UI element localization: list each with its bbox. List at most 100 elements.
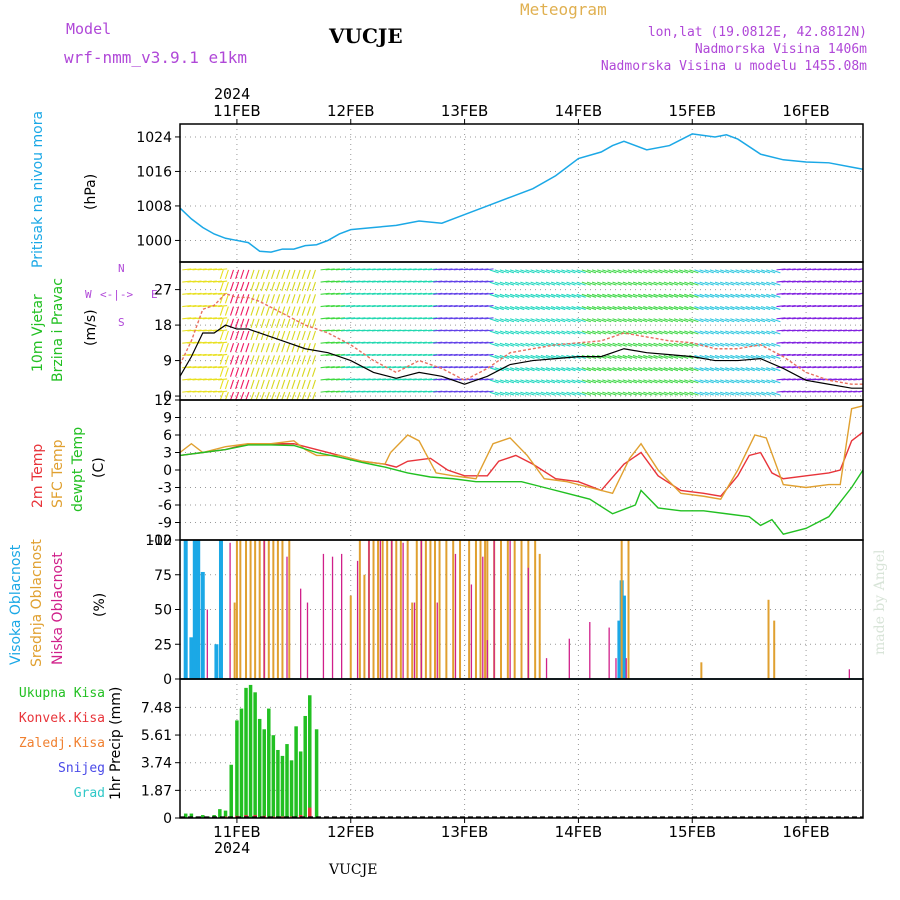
wind-barb [509,391,520,396]
wind-barb [325,390,335,393]
wind-barb [673,281,684,286]
wind-barb [684,269,694,274]
wind-barb [643,293,653,298]
wind-barb [474,268,484,271]
precip-total-bar [229,764,233,818]
wind-barb [740,342,750,347]
wind-barb [422,292,433,295]
wind-barb [760,306,771,311]
wind-barb [709,367,720,372]
y-tick-label: 5.61 [141,728,172,744]
wind-barb [417,353,427,356]
wind-barb [356,341,366,344]
wind-barb [843,329,853,332]
cloud-mid-bar [468,540,471,679]
wind-barb [428,317,438,320]
wind-barb [550,391,561,396]
wind-barb [638,318,648,323]
wind-barb [745,318,755,323]
wind-barb [781,366,791,369]
wind-barb [653,367,663,372]
wind-barb [235,306,240,316]
wind-barb [817,280,827,283]
wind-barb [663,367,673,372]
wind-barb [260,379,265,390]
wind-barb [320,268,330,271]
wind-barb [474,292,484,295]
wind-barb [766,318,776,323]
wind-barb [306,367,311,377]
wind-barb [392,317,402,320]
wind-barb [714,281,725,286]
wind-barb [218,305,228,308]
wind-barb [597,293,607,298]
wind-barb [550,281,561,286]
wind-barb [668,269,679,274]
y-tick-label: 27 [154,283,172,299]
wind-barb [530,281,540,286]
cloud-mid-bar [627,540,630,679]
wind-barb [463,378,474,381]
wind-barb [371,292,381,295]
wind-barb [740,269,750,274]
wind-barb [361,390,371,393]
wind-barb [499,342,510,347]
wind-barb [832,305,842,308]
wind-barb [802,317,812,320]
wind-barb [653,354,663,359]
wind-barb [719,269,730,274]
wind-barb [622,318,632,323]
wind-barb [351,366,361,369]
wind-barb [428,378,438,381]
wind-barb [653,269,663,274]
wind-barb [632,379,643,384]
wind-barb [224,367,229,377]
wind-barb [750,306,761,311]
cloud-low-bar [229,542,231,679]
wind-barb [422,341,433,344]
wind-barb [219,343,224,353]
wind-barb [235,379,240,390]
wind-barb [591,293,602,298]
wind-barb [550,379,561,384]
cloud-low-bar [368,540,370,679]
wind-barb [827,353,837,356]
wind-barb [740,281,750,286]
wind-barb [504,293,515,298]
wind-barb [240,281,245,292]
wind-barb [296,294,301,304]
precip-total-bar [294,726,298,818]
wind-barb [376,341,386,344]
wind-barb [668,318,679,323]
wind-barb [381,341,392,344]
wind-barb [219,391,224,401]
wind-barb [361,317,371,320]
wind-barb [381,317,392,320]
wind-barb [341,329,351,332]
compass-e: E [151,288,158,301]
wind-barb [291,281,296,292]
wind-barb [535,330,545,335]
wind-barb [351,378,361,381]
wind-barb [791,329,801,332]
wind-barb [286,306,291,316]
wind-barb [235,294,240,304]
wind-barb [187,378,197,381]
wind-barb [212,317,223,320]
wind-barb [786,378,796,381]
wind-barb [245,355,250,365]
wind-barb [730,269,740,274]
wind-barb [245,318,250,328]
precip-total-bar [189,813,194,818]
wind-barb [397,292,407,295]
wind-barb [586,281,597,286]
wind-barb [607,293,617,298]
wind-barb [463,317,474,320]
wind-barb [627,281,638,286]
wind-barb [745,281,755,286]
legend-zaledj-kisa: Zaledj.Kisa [18,736,105,751]
temp-2m-line [179,431,864,498]
y-tick-label: 1.87 [141,783,172,799]
wind-barb [286,269,291,280]
wind-barb [412,268,422,271]
